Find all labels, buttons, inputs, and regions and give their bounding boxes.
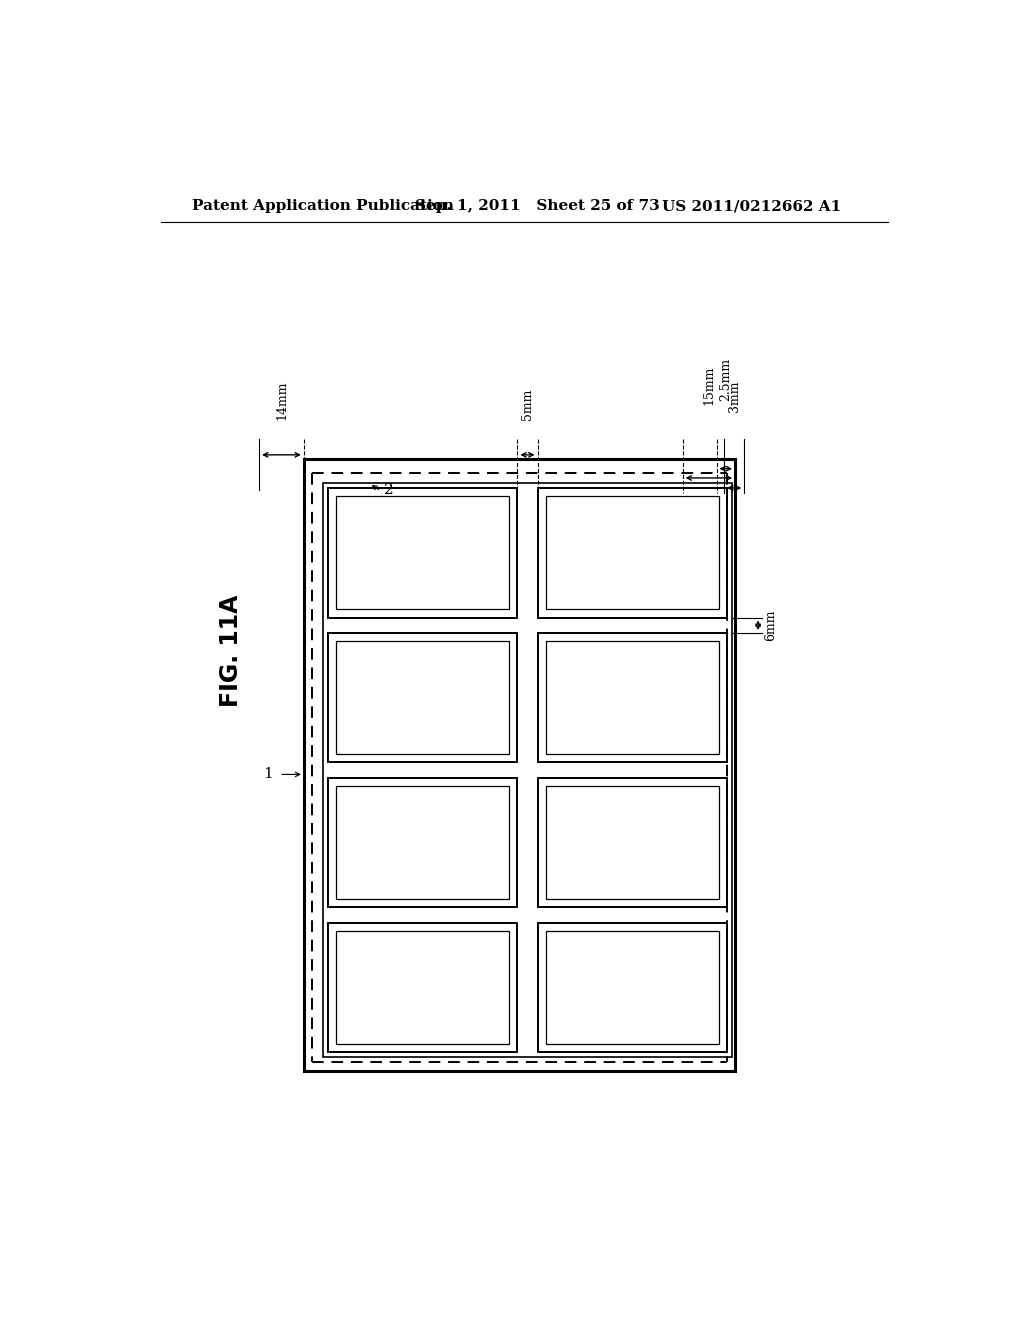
Bar (323, 483, 732, 1057)
Bar (538, 777, 727, 907)
Bar (538, 488, 727, 618)
Text: US 2011/0212662 A1: US 2011/0212662 A1 (662, 199, 841, 213)
Text: Sep. 1, 2011   Sheet 25 of 73: Sep. 1, 2011 Sheet 25 of 73 (416, 199, 660, 213)
Text: 14mm: 14mm (275, 380, 288, 420)
Text: 2: 2 (384, 483, 393, 496)
Bar (538, 923, 727, 1052)
Bar (328, 923, 517, 1052)
Bar (304, 459, 735, 1071)
Text: FIG. 11A: FIG. 11A (219, 595, 243, 708)
Text: 6mm: 6mm (764, 610, 777, 642)
Bar (538, 632, 727, 763)
Bar (546, 787, 719, 899)
Text: Patent Application Publication: Patent Application Publication (193, 199, 455, 213)
Bar (546, 932, 719, 1044)
Bar (328, 488, 517, 618)
Bar (336, 787, 509, 899)
Text: 1: 1 (263, 767, 272, 781)
Bar (328, 777, 517, 907)
Bar (336, 932, 509, 1044)
Text: 15mm: 15mm (702, 366, 716, 405)
Bar (336, 642, 509, 754)
Text: 3mm: 3mm (728, 381, 740, 412)
Bar (336, 496, 509, 609)
Text: 5mm: 5mm (521, 389, 534, 420)
Bar (546, 496, 719, 609)
Bar (546, 642, 719, 754)
Text: 2.5mm: 2.5mm (719, 358, 732, 401)
Bar (328, 632, 517, 763)
